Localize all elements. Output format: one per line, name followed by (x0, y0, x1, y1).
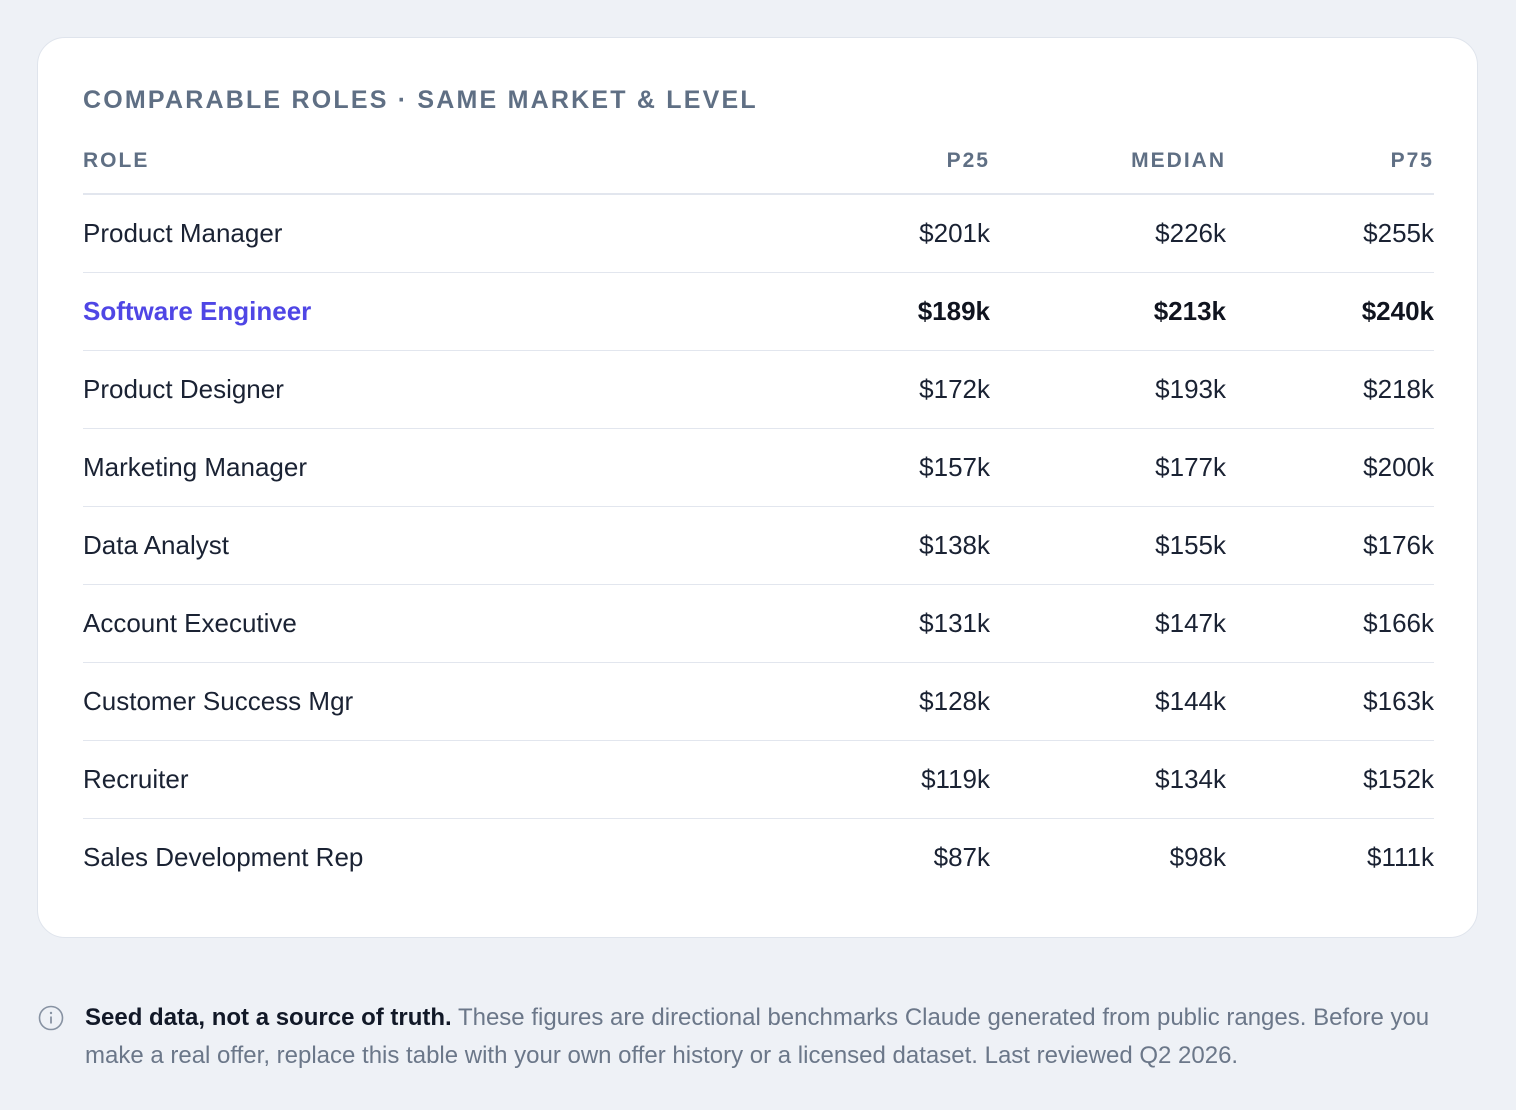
value-cell: $163k (1363, 686, 1434, 716)
table-row: Recruiter $119k $134k $152k (83, 741, 1434, 819)
info-icon (38, 1005, 64, 1031)
header-cell: P75 (1390, 148, 1434, 172)
table-row: Sales Development Rep $87k $98k $111k (83, 819, 1434, 896)
value-cell: $200k (1363, 452, 1434, 482)
table-row: Account Executive $131k $147k $166k (83, 585, 1434, 663)
value-cell: $240k (1361, 296, 1434, 326)
table-row: Customer Success Mgr $128k $144k $163k (83, 663, 1434, 741)
value-cell: $226k (1155, 218, 1226, 248)
role-cell: Product Manager (83, 218, 283, 248)
value-cell: $213k (1153, 296, 1226, 326)
footer-note: Seed data, not a source of truth. These … (85, 999, 1475, 1075)
value-cell: $176k (1363, 530, 1434, 560)
role-cell: Marketing Manager (83, 452, 307, 482)
header-row: ROLE P25 MEDIAN P75 (83, 128, 1434, 195)
role-cell: Customer Success Mgr (83, 686, 354, 716)
header-cell: P25 (946, 148, 990, 172)
table-row: Product Manager $201k $226k $255k (83, 195, 1434, 273)
value-cell: $166k (1363, 608, 1434, 638)
value-cell: $144k (1155, 686, 1226, 716)
value-cell: $119k (921, 764, 990, 794)
footer-bold: Seed data, not a source of truth. (85, 1004, 452, 1031)
value-cell: $155k (1155, 530, 1226, 560)
value-cell: $128k (919, 686, 990, 716)
value-cell: $189k (917, 296, 990, 326)
card-title: COMPARABLE ROLES · SAME MARKET & LEVEL (83, 86, 758, 114)
role-cell: Software Engineer (83, 296, 312, 326)
value-cell: $172k (919, 374, 990, 404)
table: ROLE P25 MEDIAN P75 Product Manager $201k $226… (83, 128, 1434, 896)
value-cell: $98k (1169, 842, 1226, 872)
value-cell: $152k (1363, 764, 1434, 794)
header-cell: MEDIAN (1131, 148, 1226, 172)
value-cell: $134k (1155, 764, 1226, 794)
value-cell: $201k (919, 218, 990, 248)
role-cell: Product Designer (83, 374, 284, 404)
role-cell: Recruiter (83, 764, 189, 794)
role-cell: Account Executive (83, 608, 297, 638)
header-cell: ROLE (83, 148, 150, 172)
value-cell: $255k (1363, 218, 1434, 248)
value-cell: $138k (919, 530, 990, 560)
value-cell: $218k (1363, 374, 1434, 404)
value-cell: $131k (919, 608, 990, 638)
role-cell: Data Analyst (83, 530, 229, 560)
table-row: Software Engineer $189k $213k $240k (83, 273, 1434, 351)
table-row: Data Analyst $138k $155k $176k (83, 507, 1434, 585)
value-cell: $157k (919, 452, 990, 482)
role-cell: Sales Development Rep (83, 842, 364, 872)
footer-text: These figures are directional benchmarks… (85, 1004, 1430, 1069)
value-cell: $111k (1367, 842, 1434, 872)
table-row: Marketing Manager $157k $177k $200k (83, 429, 1434, 507)
value-cell: $147k (1155, 608, 1226, 638)
value-cell: $177k (1155, 452, 1226, 482)
value-cell: $87k (933, 842, 990, 872)
table-row: Product Designer $172k $193k $218k (83, 351, 1434, 429)
card: COMPARABLE ROLES · SAME MARKET & LEVEL R… (37, 37, 1478, 938)
value-cell: $193k (1155, 374, 1226, 404)
